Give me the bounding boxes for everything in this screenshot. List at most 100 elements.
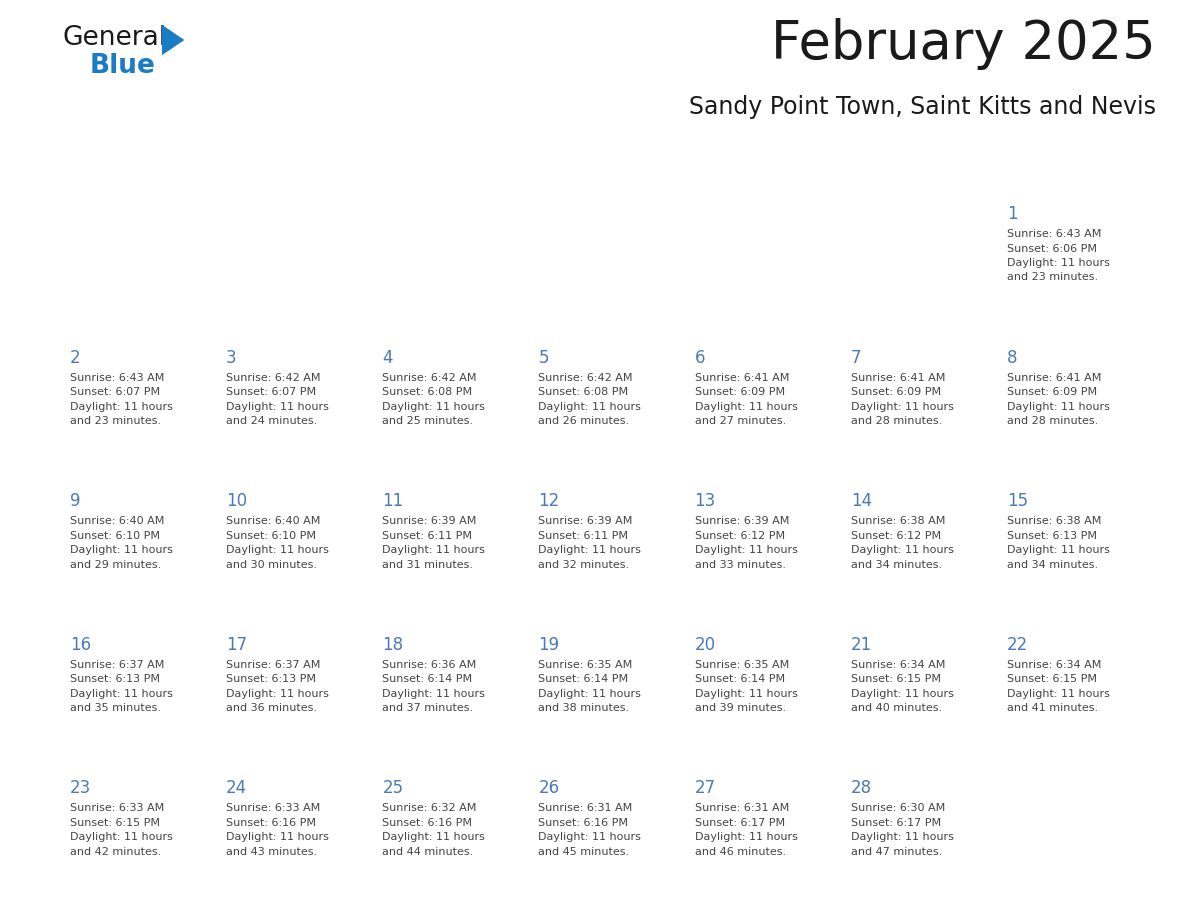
Text: Sunrise: 6:39 AM: Sunrise: 6:39 AM [538,516,633,526]
Text: Daylight: 11 hours: Daylight: 11 hours [695,545,797,555]
Text: Sunset: 6:12 PM: Sunset: 6:12 PM [851,531,941,541]
Text: and 46 minutes.: and 46 minutes. [695,847,785,856]
Text: Saturday: Saturday [1031,167,1123,185]
Text: and 47 minutes.: and 47 minutes. [851,847,942,856]
Text: 11: 11 [383,492,404,510]
Text: and 42 minutes.: and 42 minutes. [70,847,162,856]
Text: Daylight: 11 hours: Daylight: 11 hours [851,688,954,699]
Text: Daylight: 11 hours: Daylight: 11 hours [695,688,797,699]
Text: Sunrise: 6:42 AM: Sunrise: 6:42 AM [226,373,321,383]
Text: 22: 22 [1007,636,1028,654]
Text: Friday: Friday [890,167,952,185]
Text: Sunday: Sunday [103,167,177,185]
Text: and 33 minutes.: and 33 minutes. [695,560,785,570]
Text: Daylight: 11 hours: Daylight: 11 hours [538,401,642,411]
Text: Sunset: 6:09 PM: Sunset: 6:09 PM [851,387,941,397]
Text: Sunset: 6:07 PM: Sunset: 6:07 PM [226,387,316,397]
Text: 20: 20 [695,636,715,654]
Text: and 34 minutes.: and 34 minutes. [1007,560,1098,570]
Text: Daylight: 11 hours: Daylight: 11 hours [1007,401,1110,411]
Text: Thursday: Thursday [718,167,811,185]
Text: Daylight: 11 hours: Daylight: 11 hours [383,688,485,699]
Text: and 23 minutes.: and 23 minutes. [1007,273,1098,283]
Text: and 37 minutes.: and 37 minutes. [383,703,473,713]
Text: Sunrise: 6:33 AM: Sunrise: 6:33 AM [70,803,164,813]
Text: Sunset: 6:15 PM: Sunset: 6:15 PM [851,675,941,684]
Text: Sunset: 6:07 PM: Sunset: 6:07 PM [70,387,160,397]
Text: and 28 minutes.: and 28 minutes. [1007,416,1098,426]
Text: and 35 minutes.: and 35 minutes. [70,703,162,713]
Text: 23: 23 [70,779,91,798]
Text: and 40 minutes.: and 40 minutes. [851,703,942,713]
Text: Sunrise: 6:42 AM: Sunrise: 6:42 AM [383,373,476,383]
Text: and 25 minutes.: and 25 minutes. [383,416,473,426]
Text: Sunset: 6:09 PM: Sunset: 6:09 PM [1007,387,1097,397]
Text: Sunrise: 6:34 AM: Sunrise: 6:34 AM [1007,660,1101,670]
Text: Sunrise: 6:39 AM: Sunrise: 6:39 AM [695,516,789,526]
Text: Sunset: 6:08 PM: Sunset: 6:08 PM [383,387,473,397]
Text: Daylight: 11 hours: Daylight: 11 hours [226,401,329,411]
Text: Sunset: 6:17 PM: Sunset: 6:17 PM [695,818,785,828]
Text: Sunrise: 6:39 AM: Sunrise: 6:39 AM [383,516,476,526]
Text: Sunrise: 6:35 AM: Sunrise: 6:35 AM [695,660,789,670]
Text: Sunrise: 6:43 AM: Sunrise: 6:43 AM [1007,229,1101,239]
Text: Daylight: 11 hours: Daylight: 11 hours [538,545,642,555]
Text: Sunrise: 6:41 AM: Sunrise: 6:41 AM [851,373,946,383]
Text: and 30 minutes.: and 30 minutes. [226,560,317,570]
Text: Sunrise: 6:32 AM: Sunrise: 6:32 AM [383,803,476,813]
Text: Sunset: 6:16 PM: Sunset: 6:16 PM [226,818,316,828]
Text: Sunset: 6:09 PM: Sunset: 6:09 PM [695,387,785,397]
Text: and 44 minutes.: and 44 minutes. [383,847,474,856]
Text: 16: 16 [70,636,91,654]
Text: Sunset: 6:17 PM: Sunset: 6:17 PM [851,818,941,828]
Text: Sunset: 6:10 PM: Sunset: 6:10 PM [226,531,316,541]
Text: 2: 2 [70,349,81,366]
Text: 4: 4 [383,349,393,366]
Text: and 28 minutes.: and 28 minutes. [851,416,942,426]
Text: Sunset: 6:10 PM: Sunset: 6:10 PM [70,531,160,541]
Text: 28: 28 [851,779,872,798]
Text: Sunrise: 6:41 AM: Sunrise: 6:41 AM [695,373,789,383]
Text: 8: 8 [1007,349,1017,366]
Text: 18: 18 [383,636,404,654]
Text: and 45 minutes.: and 45 minutes. [538,847,630,856]
Text: Daylight: 11 hours: Daylight: 11 hours [226,545,329,555]
Text: and 41 minutes.: and 41 minutes. [1007,703,1098,713]
Text: Wednesday: Wednesday [550,167,666,185]
Text: Sunset: 6:15 PM: Sunset: 6:15 PM [70,818,160,828]
Text: Daylight: 11 hours: Daylight: 11 hours [383,833,485,843]
Text: Daylight: 11 hours: Daylight: 11 hours [226,833,329,843]
Text: Sunrise: 6:40 AM: Sunrise: 6:40 AM [70,516,164,526]
Text: Sunrise: 6:37 AM: Sunrise: 6:37 AM [226,660,321,670]
Text: Daylight: 11 hours: Daylight: 11 hours [538,833,642,843]
Text: Sunrise: 6:31 AM: Sunrise: 6:31 AM [695,803,789,813]
Text: Daylight: 11 hours: Daylight: 11 hours [70,545,173,555]
Text: Daylight: 11 hours: Daylight: 11 hours [1007,258,1110,268]
Text: 26: 26 [538,779,560,798]
Text: Sunset: 6:14 PM: Sunset: 6:14 PM [383,675,473,684]
Text: and 34 minutes.: and 34 minutes. [851,560,942,570]
Text: and 23 minutes.: and 23 minutes. [70,416,162,426]
Text: Daylight: 11 hours: Daylight: 11 hours [538,688,642,699]
Text: Daylight: 11 hours: Daylight: 11 hours [226,688,329,699]
Text: Daylight: 11 hours: Daylight: 11 hours [70,688,173,699]
Text: and 39 minutes.: and 39 minutes. [695,703,785,713]
Text: Daylight: 11 hours: Daylight: 11 hours [695,401,797,411]
Text: Daylight: 11 hours: Daylight: 11 hours [1007,688,1110,699]
Text: General: General [62,25,166,51]
Text: Daylight: 11 hours: Daylight: 11 hours [383,545,485,555]
Text: Sunrise: 6:36 AM: Sunrise: 6:36 AM [383,660,476,670]
Text: Sunset: 6:14 PM: Sunset: 6:14 PM [695,675,785,684]
Text: 24: 24 [226,779,247,798]
Text: Sunset: 6:14 PM: Sunset: 6:14 PM [538,675,628,684]
Text: Sunset: 6:13 PM: Sunset: 6:13 PM [1007,531,1097,541]
Text: 7: 7 [851,349,861,366]
Text: 12: 12 [538,492,560,510]
Text: and 27 minutes.: and 27 minutes. [695,416,785,426]
Text: Sunset: 6:16 PM: Sunset: 6:16 PM [538,818,628,828]
Text: Sunrise: 6:38 AM: Sunrise: 6:38 AM [851,516,946,526]
Text: Sunrise: 6:38 AM: Sunrise: 6:38 AM [1007,516,1101,526]
Text: 14: 14 [851,492,872,510]
Text: and 43 minutes.: and 43 minutes. [226,847,317,856]
Text: Sunset: 6:08 PM: Sunset: 6:08 PM [538,387,628,397]
